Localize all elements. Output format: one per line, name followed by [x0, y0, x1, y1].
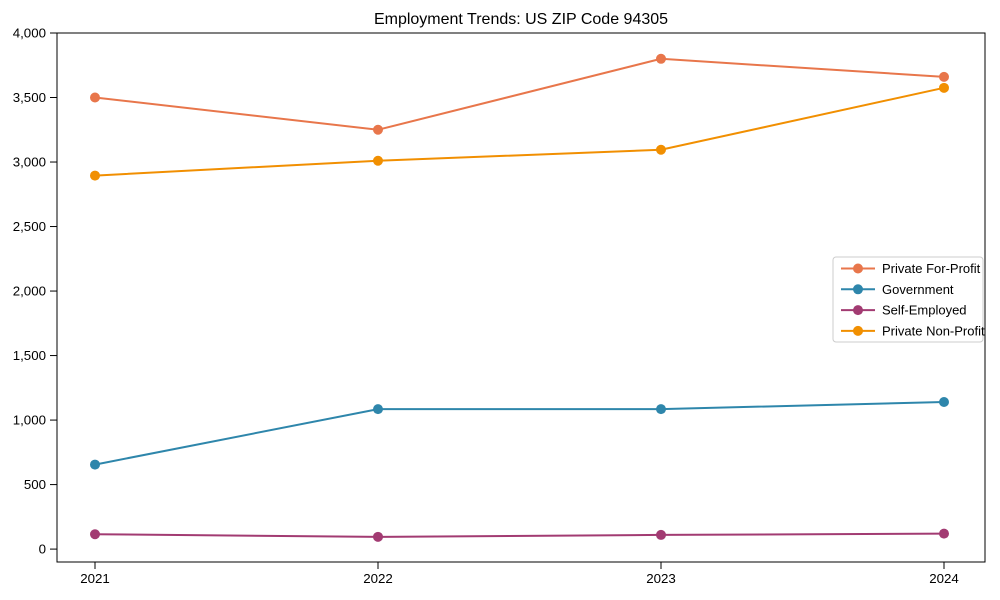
- data-point-government-2021: [90, 459, 100, 470]
- y-axis-tick-label: 500: [24, 477, 46, 492]
- legend-marker-dot: [853, 305, 863, 316]
- data-point-government-2023: [656, 404, 666, 415]
- y-axis-tick-label: 3,000: [13, 155, 46, 170]
- legend-entry-government: Government: [841, 282, 954, 297]
- data-point-government-2024: [939, 397, 949, 408]
- chart-title: Employment Trends: US ZIP Code 94305: [374, 11, 668, 28]
- axes-layer: 0 500 1,000 1,500 2,000 2,500 3,000 3,500 4,000 2…: [13, 26, 986, 586]
- legend-box: [832, 256, 984, 343]
- legend: Private For-Profit Government Self-Employe…: [832, 256, 985, 343]
- y-axis-tick-label: 1,000: [13, 413, 46, 428]
- data-point-government-2022: [373, 404, 383, 415]
- legend-entry-private-for-profit: Private For-Profit: [841, 261, 981, 276]
- data-point-self-employed-2021: [90, 529, 100, 540]
- y-axis-tick-label: 2,500: [13, 219, 46, 234]
- data-point-self-employed-2023: [656, 529, 666, 540]
- series-line-private-for-profit: [94, 57, 945, 131]
- y-axis-tick-label: 2,000: [13, 284, 46, 299]
- legend-label: Private For-Profit: [882, 261, 981, 276]
- data-point-private-non-profit-2024: [939, 82, 949, 93]
- x-axis-tick-label: 2024: [929, 571, 959, 586]
- data-point-private-non-profit-2023: [656, 144, 666, 155]
- y-axis-tick-label: 0: [39, 542, 46, 557]
- data-point-private-for-profit-2024: [939, 71, 949, 82]
- x-axis-tick-label: 2023: [646, 571, 676, 586]
- legend-marker-dot: [853, 325, 863, 336]
- series-line-self-employed: [94, 532, 945, 538]
- series-line-private-non-profit: [94, 86, 945, 177]
- data-point-private-for-profit-2021: [90, 92, 100, 103]
- legend-entry-self-employed: Self-Employed: [841, 303, 967, 318]
- legend-label: Private Non-Profit: [882, 323, 985, 338]
- legend-label: Government: [882, 282, 954, 297]
- x-axis-tick-label: 2021: [80, 571, 110, 586]
- data-point-private-for-profit-2022: [373, 124, 383, 135]
- y-axis-tick-label: 1,500: [13, 348, 46, 363]
- x-axis-tick-label: 2022: [363, 571, 393, 586]
- legend-marker-dot: [853, 284, 863, 295]
- data-point-self-employed-2022: [373, 531, 383, 542]
- y-axis-tick-label: 3,500: [13, 90, 46, 105]
- data-point-private-for-profit-2023: [656, 53, 666, 64]
- series-line-government: [94, 401, 945, 466]
- legend-label: Self-Employed: [882, 303, 967, 318]
- data-point-private-non-profit-2022: [373, 155, 383, 166]
- y-axis-tick-label: 4,000: [13, 26, 46, 41]
- data-point-self-employed-2024: [939, 528, 949, 539]
- legend-entry-private-non-profit: Private Non-Profit: [841, 323, 985, 338]
- series-layer: [90, 53, 949, 542]
- plot-border-spines: [56, 32, 986, 563]
- data-point-private-non-profit-2021: [90, 170, 100, 181]
- legend-marker-dot: [853, 263, 863, 274]
